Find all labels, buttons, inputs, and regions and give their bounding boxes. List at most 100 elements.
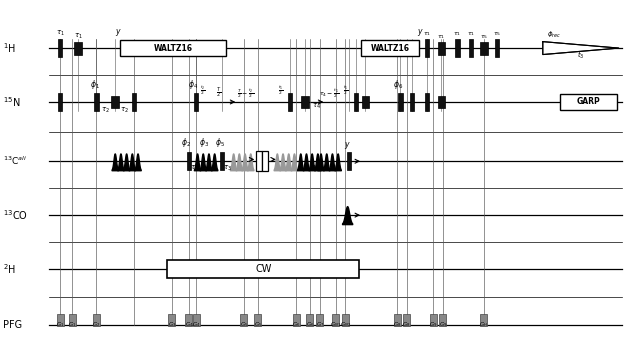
Text: $\tau_4-\frac{t_1}{2}$: $\tau_4-\frac{t_1}{2}$ (319, 88, 339, 100)
Text: $\tau_3$: $\tau_3$ (190, 164, 199, 173)
Bar (219, 152, 224, 170)
Text: $\tau_2$: $\tau_2$ (120, 105, 128, 114)
Bar (469, 39, 473, 57)
Text: $\tau_5$: $\tau_5$ (493, 30, 501, 38)
Bar (425, 39, 429, 57)
Text: $\tau_5$: $\tau_5$ (480, 33, 488, 41)
Text: $\tau_3$: $\tau_3$ (310, 164, 319, 173)
Bar (74, 42, 82, 55)
Text: $^{2}$H: $^{2}$H (3, 262, 16, 276)
Text: $t_3$: $t_3$ (577, 50, 584, 61)
Text: y: y (417, 26, 422, 35)
Text: CW: CW (255, 264, 272, 274)
Text: $^{15}$N: $^{15}$N (3, 95, 20, 109)
Bar (288, 93, 293, 111)
Bar (362, 96, 370, 109)
Bar (332, 314, 339, 327)
Polygon shape (543, 42, 619, 55)
Bar (193, 314, 200, 327)
Bar (438, 42, 445, 55)
Bar (354, 93, 358, 111)
Text: $\frac{T}{2}$: $\frac{T}{2}$ (216, 86, 221, 100)
Bar (254, 314, 261, 327)
Text: $G_5$: $G_5$ (254, 320, 262, 329)
Text: $\frac{t_1}{2}$: $\frac{t_1}{2}$ (278, 85, 284, 97)
Bar (317, 314, 323, 327)
Text: WALTZ16: WALTZ16 (154, 43, 193, 52)
Text: $\phi_{rec}$: $\phi_{rec}$ (547, 30, 562, 40)
Text: $G_{N2}$: $G_{N2}$ (340, 320, 351, 329)
Bar (111, 96, 118, 109)
Bar (560, 94, 617, 110)
Bar (347, 152, 351, 170)
Text: $G_4$: $G_4$ (184, 320, 193, 329)
Bar (410, 93, 414, 111)
Text: $G_3$: $G_3$ (167, 320, 176, 329)
Text: $G_7$: $G_7$ (315, 320, 324, 329)
Bar (132, 93, 136, 111)
Bar (58, 39, 62, 57)
Text: $\tau_3$: $\tau_3$ (223, 164, 232, 173)
Text: $\tau_2$: $\tau_2$ (102, 105, 110, 114)
Text: PFG: PFG (3, 320, 22, 330)
Text: $G_5$: $G_5$ (240, 320, 248, 329)
Text: $\phi_3$: $\phi_3$ (199, 136, 209, 149)
Bar (438, 96, 445, 109)
Text: $\tau_4$: $\tau_4$ (312, 102, 321, 111)
Text: $G_6$: $G_6$ (305, 320, 314, 329)
Bar (262, 151, 268, 171)
Bar (439, 314, 446, 327)
Text: $G_8$: $G_8$ (393, 320, 401, 329)
Bar (186, 152, 191, 170)
Text: $\tau_1$: $\tau_1$ (438, 33, 446, 41)
Text: $G_1$: $G_1$ (56, 320, 64, 329)
Bar (93, 314, 100, 327)
Text: $\tau_1$: $\tau_1$ (453, 30, 461, 38)
Bar (430, 314, 437, 327)
Bar (193, 93, 198, 111)
Bar (185, 314, 192, 327)
Bar (120, 40, 226, 56)
Bar (307, 314, 314, 327)
Text: $\tau_1$: $\tau_1$ (423, 30, 431, 38)
Bar (256, 151, 262, 171)
Bar (480, 314, 487, 327)
Text: $\tau_1$: $\tau_1$ (56, 29, 65, 38)
Bar (403, 314, 410, 327)
Text: $G_9$: $G_9$ (438, 320, 447, 329)
Text: $G_2$: $G_2$ (92, 320, 100, 329)
Text: WALTZ16: WALTZ16 (371, 43, 410, 52)
Text: $G_H$: $G_H$ (480, 320, 488, 329)
Bar (394, 314, 401, 327)
Text: GARP: GARP (576, 97, 600, 106)
Bar (57, 314, 64, 327)
Bar (293, 314, 300, 327)
Text: $\phi_1$: $\phi_1$ (90, 78, 100, 91)
Bar (167, 261, 359, 278)
Bar (94, 93, 99, 111)
Text: y: y (344, 140, 349, 149)
Text: $G_9$: $G_9$ (429, 320, 438, 329)
Text: $G_{N1}$: $G_{N1}$ (330, 320, 342, 329)
Text: $^{13}$C$^{ali}$: $^{13}$C$^{ali}$ (3, 155, 27, 168)
Text: $\frac{t_2}{2}$: $\frac{t_2}{2}$ (200, 84, 205, 97)
Text: $\phi_2$: $\phi_2$ (181, 136, 191, 149)
Text: $\frac{T}{2}-\frac{t_2}{2}$: $\frac{T}{2}-\frac{t_2}{2}$ (237, 88, 254, 100)
Text: $\tau_1$: $\tau_1$ (467, 30, 475, 38)
Bar (342, 314, 349, 327)
Bar (361, 40, 419, 56)
Bar (425, 93, 429, 111)
Bar (301, 96, 308, 109)
Bar (495, 39, 499, 57)
Bar (240, 314, 247, 327)
Text: $\tau_3$: $\tau_3$ (330, 164, 339, 173)
Text: $G_6$: $G_6$ (293, 320, 301, 329)
Text: $^{1}$H: $^{1}$H (3, 41, 16, 55)
Bar (58, 93, 62, 111)
Bar (480, 42, 488, 55)
Text: y: y (115, 26, 120, 35)
Text: $^{13}$CO: $^{13}$CO (3, 208, 28, 222)
Bar (169, 314, 175, 327)
Text: $G_8$: $G_8$ (403, 320, 411, 329)
Text: $\phi_4$: $\phi_4$ (188, 78, 198, 91)
